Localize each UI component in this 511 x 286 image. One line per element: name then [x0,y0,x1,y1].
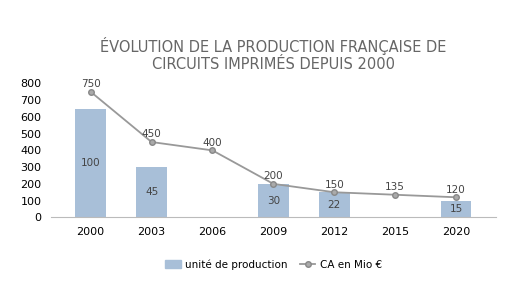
Text: 200: 200 [264,171,283,181]
Bar [441,200,471,217]
Text: 15: 15 [450,204,462,214]
Text: 22: 22 [328,200,341,210]
Legend: unité de production, CA en Mio €: unité de production, CA en Mio € [161,255,386,274]
Text: 750: 750 [81,79,101,89]
Bar [319,192,350,217]
Text: 120: 120 [446,184,466,194]
Text: 400: 400 [203,138,222,148]
Text: 100: 100 [81,158,101,168]
Bar [136,167,167,217]
Text: 450: 450 [142,129,161,139]
Text: 135: 135 [385,182,405,192]
Bar [76,109,106,217]
Bar [258,184,289,217]
Text: 150: 150 [324,180,344,190]
Title: ÉVOLUTION DE LA PRODUCTION FRANÇAISE DE
CIRCUITS IMPRIMÉS DEPUIS 2000: ÉVOLUTION DE LA PRODUCTION FRANÇAISE DE … [100,37,447,72]
Text: 30: 30 [267,196,280,206]
Text: 45: 45 [145,187,158,197]
